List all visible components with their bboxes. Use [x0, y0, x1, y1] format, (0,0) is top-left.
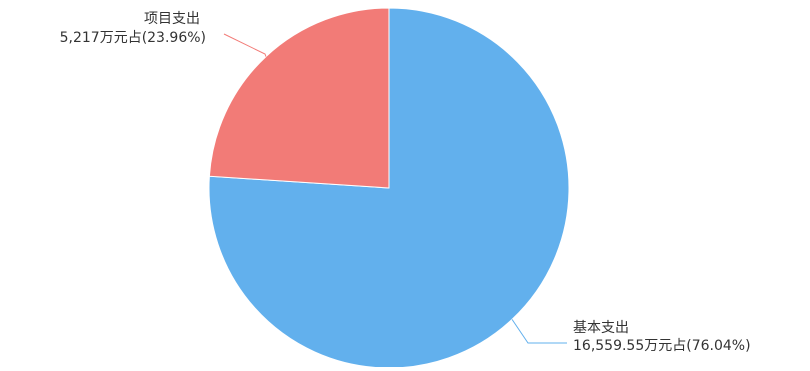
label-leader-line — [511, 319, 567, 344]
slice-value-label: 5,217万元占(23.96%) — [60, 30, 206, 46]
pie-slice[interactable] — [208, 7, 390, 189]
pie-slice[interactable] — [208, 7, 570, 369]
slice-value-label: 16,559.55万元占(76.04%) — [573, 338, 751, 354]
slice-name-label: 基本支出 — [573, 319, 629, 336]
slice-name-label: 项目支出 — [144, 11, 200, 27]
label-leader-line — [223, 33, 267, 57]
